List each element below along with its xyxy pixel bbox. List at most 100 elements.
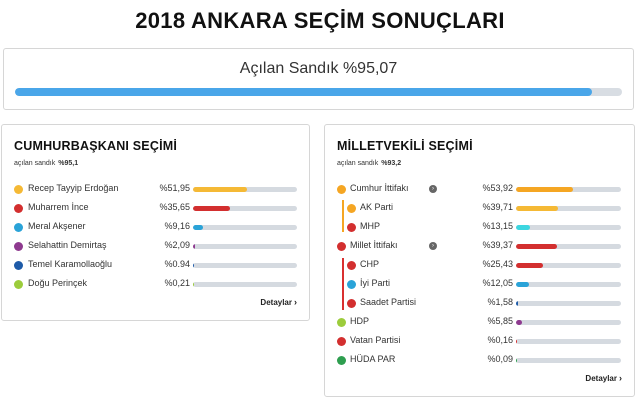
candidate-avatar-icon [14,204,23,213]
party-bar-fill [516,206,558,211]
candidate-bar-track [193,187,297,192]
party-row-millet-i-ttifaki[interactable]: Millet İttifakı %39,37 › [337,239,622,258]
party-row-hdp[interactable]: HDP %5,85 [337,315,622,334]
party-percentage: %1,58 [487,297,513,307]
parliamentary-election-card: MİLLETVEKİLİ SEÇİMİ açılan sandık %93,2 C… [324,124,635,397]
overall-progress-panel: Açılan Sandık %95,07 [3,48,634,110]
party-name: Saadet Partisi [360,297,417,307]
party-bar-track [516,187,621,192]
party-bar-track [516,301,621,306]
party-bar-track [516,244,621,249]
party-name: MHP [360,221,380,231]
candidate-avatar-icon [14,261,23,270]
candidate-percentage: %2,09 [164,240,190,250]
party-bar-track [516,282,621,287]
candidate-name: Temel Karamollaoğlu [28,259,113,269]
candidate-bar-track [193,263,297,268]
party-bar-fill [516,263,543,268]
candidate-avatar-icon [14,242,23,251]
party-percentage: %12,05 [482,278,513,288]
candidate-row-selahattin-demirtas[interactable]: Selahattin Demirtaş %2,09 [14,239,297,258]
party-bar-fill [516,301,518,306]
party-row-chp[interactable]: CHP %25,43 [337,258,622,277]
cumhur-alliance-branch-line [342,200,344,232]
party-percentage: %5,85 [487,316,513,326]
candidate-percentage: %0,21 [164,278,190,288]
opened-ballot-caption: açılan sandık [337,160,379,167]
party-bar-track [516,263,621,268]
party-logo-icon [347,261,356,270]
party-logo-icon [337,356,346,365]
candidate-name: Recep Tayyip Erdoğan [28,183,119,193]
candidate-name: Muharrem İnce [28,202,89,212]
candidate-name: Doğu Perinçek [28,278,88,288]
party-percentage: %53,92 [482,183,513,193]
overall-progress-track [15,88,622,96]
party-bar-fill [516,282,529,287]
party-row-huda-par[interactable]: HÜDA PAR %0,09 [337,353,622,372]
parliament-details-link[interactable]: Detaylar › [585,373,622,383]
party-name: Millet İttifakı [350,240,398,250]
candidate-row-recep-tayyip-erdogan[interactable]: Recep Tayyip Erdoğan %51,95 [14,182,297,201]
candidate-bar-fill [193,225,203,230]
parliament-card-title: MİLLETVEKİLİ SEÇİMİ [337,139,473,153]
party-name: Vatan Partisi [350,335,401,345]
party-row-mhp[interactable]: MHP %13,15 [337,220,622,239]
opened-ballot-caption: açılan sandık [14,160,56,167]
candidate-bar-fill [193,187,248,192]
party-percentage: %13,15 [482,221,513,231]
party-name: AK Parti [360,202,394,212]
party-logo-icon [347,204,356,213]
party-logo-icon [347,299,356,308]
candidate-bar-track [193,206,297,211]
candidate-row-muharrem-i-nce[interactable]: Muharrem İnce %35,65 [14,201,297,220]
party-bar-fill [516,244,558,249]
info-icon[interactable]: › [429,185,437,193]
candidate-name: Meral Akşener [28,221,86,231]
party-bar-track [516,358,621,363]
party-row-saadet-partisi[interactable]: Saadet Partisi %1,58 [337,296,622,315]
party-percentage: %25,43 [482,259,513,269]
party-row-ak-parti[interactable]: AK Parti %39,71 [337,201,622,220]
chevron-right-icon: › [619,373,622,383]
candidate-percentage: %51,95 [159,183,190,193]
party-logo-icon [337,318,346,327]
party-row-vatan-partisi[interactable]: Vatan Partisi %0,16 [337,334,622,353]
candidate-bar-track [193,225,297,230]
party-percentage: %0,09 [487,354,513,364]
party-name: HDP [350,316,370,326]
candidate-row-temel-karamollaoglu[interactable]: Temel Karamollaoğlu %0.94 [14,258,297,277]
candidate-row-dogu-perincek[interactable]: Doğu Perinçek %0,21 [14,277,297,296]
presidential-card-title: CUMHURBAŞKANI SEÇİMİ [14,139,178,153]
party-name: HÜDA PAR [350,354,396,364]
candidate-percentage: %0.94 [164,259,190,269]
party-logo-icon [337,337,346,346]
candidate-name: Selahattin Demirtaş [28,240,107,250]
party-bar-track [516,320,621,325]
millet-alliance-branch-line [342,258,344,310]
candidate-avatar-icon [14,280,23,289]
party-name: Cumhur İttifakı [350,183,409,193]
party-logo-icon [347,223,356,232]
party-bar-fill [516,187,573,192]
party-percentage: %39,71 [482,202,513,212]
info-icon[interactable]: › [429,242,437,250]
opened-ballot-value: %93,2 [381,160,402,167]
party-row-cumhur-i-ttifaki[interactable]: Cumhur İttifakı %53,92 › [337,182,622,201]
parliament-opened-ballot: açılan sandık %93,2 [337,160,401,167]
party-bar-track [516,225,621,230]
party-percentage: %39,37 [482,240,513,250]
candidate-avatar-icon [14,185,23,194]
page-title: 2018 ANKARA SEÇİM SONUÇLARI [135,8,505,33]
candidate-percentage: %9,16 [164,221,190,231]
presidential-details-link[interactable]: Detaylar › [260,297,297,307]
party-percentage: %0,16 [487,335,513,345]
party-name: CHP [360,259,380,269]
presidential-opened-ballot: açılan sandık %95,1 [14,160,78,167]
candidate-row-meral-aksener[interactable]: Meral Akşener %9,16 [14,220,297,239]
party-row-i-yi-parti[interactable]: İyi Parti %12,05 [337,277,622,296]
party-bar-fill [516,320,523,325]
candidate-bar-fill [193,206,231,211]
candidate-bar-fill [193,263,194,268]
candidate-list: Recep Tayyip Erdoğan %51,95 Muharrem İnce%… [14,182,297,296]
